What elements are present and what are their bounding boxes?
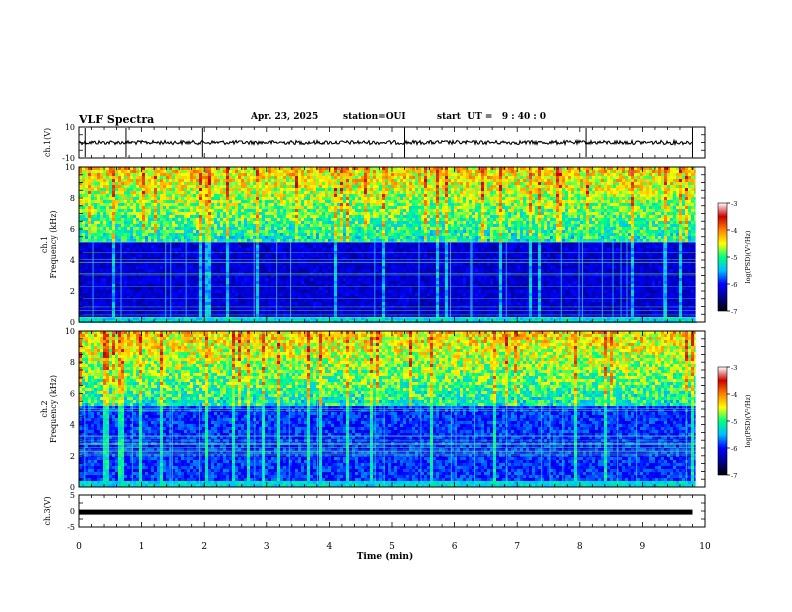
y-axis-label: ch.2: [40, 400, 49, 417]
colorbar-tick-label: -5: [731, 254, 737, 262]
no-data-region: [695, 331, 705, 487]
x-axis-label: Time (min): [357, 551, 414, 562]
y-tick-label: 0: [70, 507, 75, 516]
x-tick-label: 10: [699, 542, 711, 552]
y-axis-label: ch.1: [40, 236, 49, 253]
start-time-label: start UT = 9 : 40 : 0: [437, 112, 546, 122]
x-tick-label: 5: [389, 542, 395, 552]
colorbar: [717, 202, 728, 312]
date-label: Apr. 23, 2025: [251, 112, 318, 122]
x-tick-label: 7: [514, 542, 520, 552]
no-data-region: [695, 167, 705, 322]
x-tick-label: 6: [452, 542, 458, 552]
x-tick-label: 2: [201, 542, 207, 552]
colorbar-label: log(PSD)(V²/Hz): [744, 394, 752, 447]
y-tick-label: 8: [70, 194, 75, 203]
y-tick-label: 0: [70, 318, 75, 327]
y-tick-label: 4: [70, 256, 75, 265]
y-tick-label: -5: [67, 523, 75, 532]
x-tick-label: 9: [640, 542, 646, 552]
colorbar-tick-label: -3: [731, 364, 737, 372]
y-tick-label: 10: [65, 123, 75, 132]
y-axis-label: Frequency (kHz): [49, 375, 58, 443]
x-tick-label: 0: [76, 542, 82, 552]
x-tick-label: 3: [264, 542, 270, 552]
y-axis-label: Frequency (kHz): [49, 210, 58, 278]
colorbar-tick-label: -7: [731, 308, 737, 316]
y-tick-label: 8: [70, 358, 75, 367]
ch3-waveform-line: [79, 509, 693, 515]
y-tick-label: 10: [65, 163, 75, 172]
colorbar-tick-label: -7: [731, 472, 737, 480]
y-tick-label: 10: [65, 327, 75, 336]
colorbar-label: log(PSD)(V²/Hz): [744, 230, 752, 283]
y-tick-label: 5: [70, 491, 75, 500]
colorbar-tick-label: -3: [731, 200, 737, 208]
y-tick-label: 4: [70, 421, 75, 430]
y-axis-label: ch.3(V): [43, 496, 52, 525]
colorbar-tick-label: -4: [731, 391, 737, 399]
y-tick-label: -10: [62, 154, 75, 163]
y-tick-label: 0: [70, 483, 75, 492]
chart-title: VLF Spectra: [79, 113, 154, 126]
ch2-spectrogram-image: [79, 331, 697, 487]
station-label: station=OUI: [343, 112, 406, 122]
ch1-spectrogram-image: [79, 167, 697, 323]
y-tick-label: 6: [70, 389, 75, 398]
colorbar: [717, 366, 728, 476]
colorbar-tick-label: -6: [731, 281, 737, 289]
y-tick-label: 6: [70, 225, 75, 234]
ch1-waveform-line: [78, 138, 693, 147]
colorbar-tick-label: -5: [731, 418, 737, 426]
y-tick-label: 2: [70, 452, 75, 461]
colorbar-tick-label: -6: [731, 445, 737, 453]
x-tick-label: 8: [577, 542, 583, 552]
y-tick-label: 2: [70, 287, 75, 296]
x-tick-label: 4: [327, 542, 333, 552]
x-tick-label: 1: [139, 542, 145, 552]
y-axis-label: ch.1(V): [43, 128, 52, 157]
colorbar-tick-label: -4: [731, 227, 737, 235]
